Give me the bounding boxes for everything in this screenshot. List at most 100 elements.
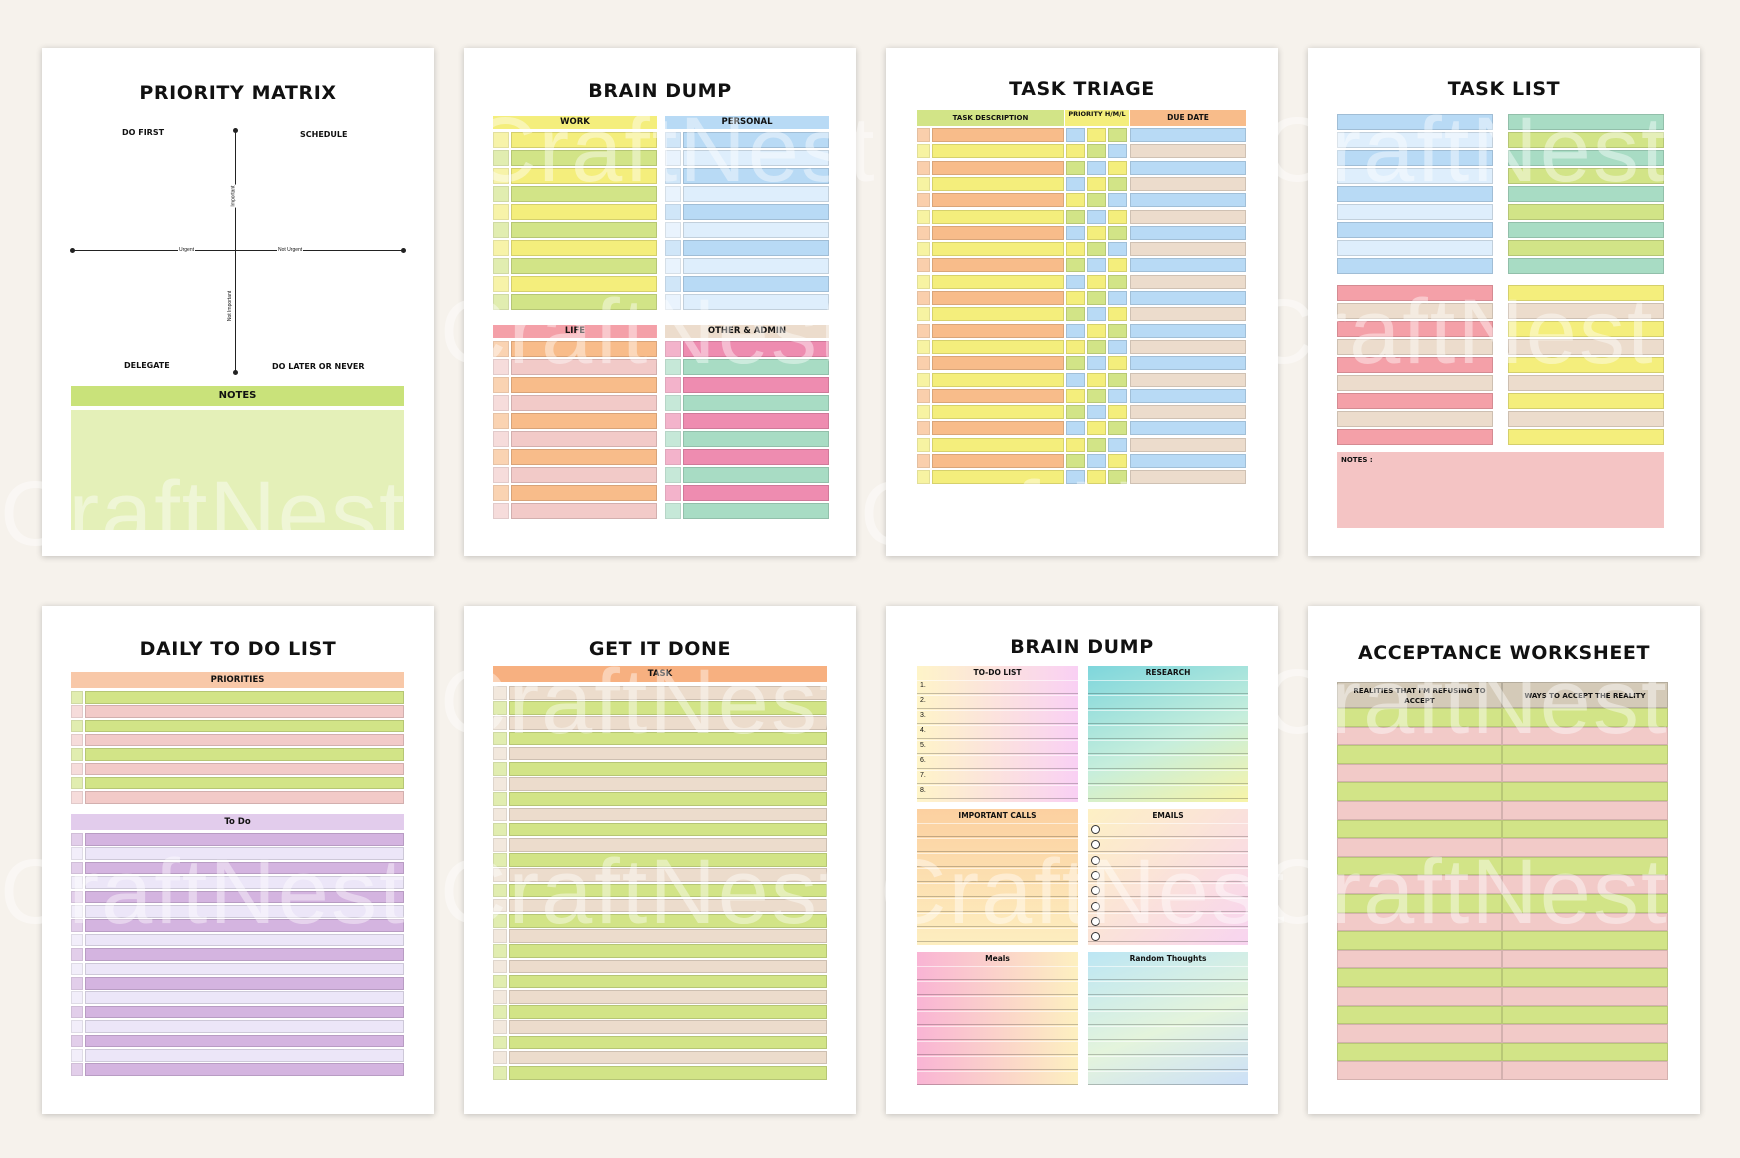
row-checkbox[interactable] — [493, 807, 507, 822]
row-checkbox[interactable] — [493, 1020, 507, 1034]
emails-box[interactable] — [1088, 809, 1248, 945]
reality-cell[interactable] — [1337, 801, 1502, 820]
row-checkbox[interactable] — [917, 405, 930, 420]
research-box[interactable] — [1088, 666, 1248, 802]
row-line[interactable] — [85, 705, 404, 718]
due-date-cell[interactable] — [1130, 193, 1246, 208]
task-description-cell[interactable] — [932, 307, 1064, 322]
row-checkbox[interactable] — [493, 1005, 507, 1019]
email-checkbox-icon[interactable] — [1091, 932, 1100, 942]
row-line[interactable] — [1337, 186, 1493, 202]
row-line[interactable] — [511, 294, 657, 310]
due-date-cell[interactable] — [1130, 388, 1246, 403]
row-line[interactable] — [509, 701, 827, 715]
row-line[interactable] — [509, 716, 827, 730]
row-checkbox[interactable] — [493, 1066, 507, 1080]
row-checkbox[interactable] — [917, 274, 930, 289]
row-line[interactable] — [1337, 393, 1493, 409]
row-line[interactable] — [509, 853, 827, 867]
row-checkbox[interactable] — [493, 485, 509, 501]
row-checkbox[interactable] — [917, 209, 930, 224]
row-line[interactable] — [511, 276, 657, 292]
priority-cell[interactable] — [1087, 193, 1106, 208]
row-checkbox[interactable] — [493, 929, 507, 943]
priority-cell[interactable] — [1108, 193, 1127, 208]
row-line[interactable] — [683, 186, 829, 202]
row-checkbox[interactable] — [71, 691, 83, 704]
row-line[interactable] — [85, 962, 404, 976]
row-checkbox[interactable] — [493, 449, 509, 465]
row-checkbox[interactable] — [917, 339, 930, 354]
row-line[interactable] — [1337, 429, 1493, 445]
priority-cell[interactable] — [1087, 258, 1106, 273]
acceptance-cell[interactable] — [1502, 987, 1668, 1006]
priority-cell[interactable] — [1066, 388, 1085, 403]
row-checkbox[interactable] — [493, 395, 509, 411]
important-calls-box[interactable] — [917, 809, 1078, 945]
row-line[interactable] — [511, 485, 657, 501]
row-line[interactable] — [85, 719, 404, 733]
row-line[interactable] — [511, 204, 657, 220]
row-checkbox[interactable] — [917, 470, 930, 485]
todo-list-box[interactable] — [917, 666, 1078, 802]
row-line[interactable] — [85, 776, 404, 790]
row-line[interactable] — [509, 792, 827, 806]
priority-cell[interactable] — [1108, 307, 1127, 322]
row-line[interactable] — [85, 748, 404, 761]
row-line[interactable] — [683, 276, 829, 292]
row-line[interactable] — [683, 258, 829, 274]
due-date-cell[interactable] — [1130, 160, 1246, 175]
row-checkbox[interactable] — [71, 762, 83, 775]
priority-cell[interactable] — [1108, 388, 1127, 403]
due-date-cell[interactable] — [1130, 356, 1246, 371]
row-line[interactable] — [683, 467, 829, 483]
row-line[interactable] — [85, 861, 404, 875]
row-checkbox[interactable] — [493, 716, 507, 730]
reality-cell[interactable] — [1337, 782, 1502, 801]
row-line[interactable] — [1337, 321, 1493, 337]
priority-cell[interactable] — [1108, 128, 1127, 142]
row-checkbox[interactable] — [493, 777, 507, 791]
priority-cell[interactable] — [1066, 356, 1085, 371]
row-checkbox[interactable] — [665, 204, 681, 220]
row-checkbox[interactable] — [917, 323, 930, 338]
row-checkbox[interactable] — [71, 776, 83, 790]
acceptance-cell[interactable] — [1502, 1005, 1668, 1025]
task-description-cell[interactable] — [932, 421, 1064, 436]
row-line[interactable] — [85, 1020, 404, 1033]
row-checkbox[interactable] — [493, 1050, 507, 1065]
row-line[interactable] — [1508, 375, 1664, 391]
due-date-cell[interactable] — [1130, 307, 1246, 322]
priority-cell[interactable] — [1087, 323, 1106, 338]
acceptance-cell[interactable] — [1502, 745, 1668, 764]
row-checkbox[interactable] — [665, 276, 681, 292]
row-line[interactable] — [1508, 429, 1664, 445]
row-line[interactable] — [85, 948, 404, 961]
due-date-cell[interactable] — [1130, 258, 1246, 273]
row-checkbox[interactable] — [71, 933, 83, 947]
row-line[interactable] — [85, 1063, 404, 1076]
row-line[interactable] — [511, 413, 657, 429]
row-checkbox[interactable] — [493, 132, 509, 148]
task-description-cell[interactable] — [932, 225, 1064, 240]
priority-cell[interactable] — [1087, 372, 1106, 387]
row-checkbox[interactable] — [71, 890, 83, 904]
row-checkbox[interactable] — [493, 883, 507, 898]
row-line[interactable] — [1508, 222, 1664, 238]
task-description-cell[interactable] — [932, 454, 1064, 468]
reality-cell[interactable] — [1337, 912, 1502, 932]
row-checkbox[interactable] — [917, 388, 930, 403]
acceptance-cell[interactable] — [1502, 1024, 1668, 1043]
priority-cell[interactable] — [1066, 291, 1085, 305]
priority-cell[interactable] — [1087, 470, 1106, 485]
row-checkbox[interactable] — [493, 701, 507, 715]
priority-cell[interactable] — [1108, 291, 1127, 305]
row-line[interactable] — [1337, 411, 1493, 427]
row-checkbox[interactable] — [493, 974, 507, 989]
row-checkbox[interactable] — [917, 437, 930, 452]
row-line[interactable] — [85, 905, 404, 918]
row-checkbox[interactable] — [493, 822, 507, 837]
row-line[interactable] — [511, 395, 657, 411]
meals-box[interactable] — [917, 952, 1078, 1085]
row-checkbox[interactable] — [493, 898, 507, 913]
